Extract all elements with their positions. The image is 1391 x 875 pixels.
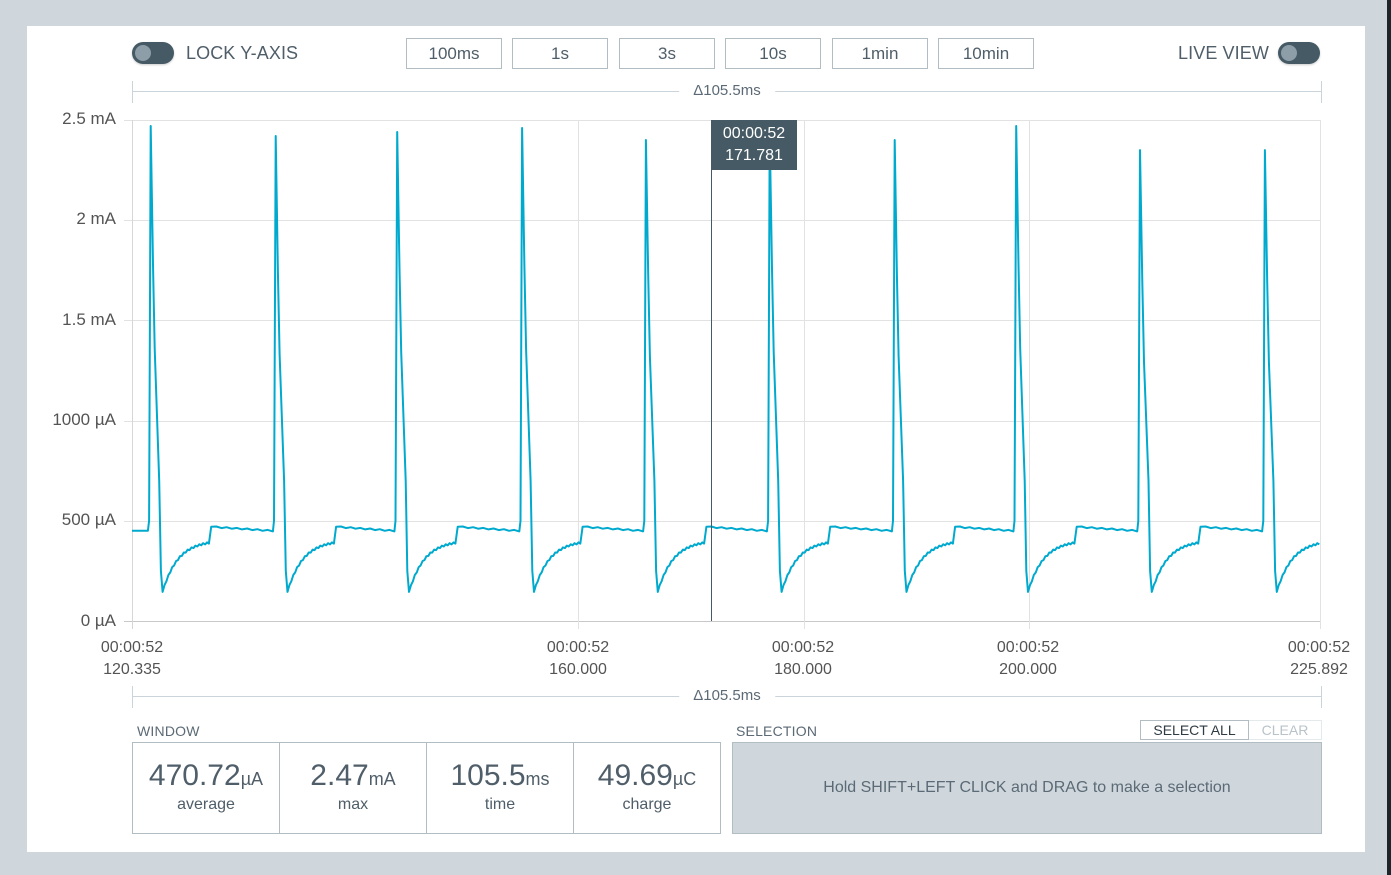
stat-time: 105.5ms time bbox=[426, 742, 574, 834]
stat-average: 470.72µA average bbox=[132, 742, 280, 834]
x-tick-label: 00:00:52 120.335 bbox=[100, 639, 164, 678]
y-tick-label: 0 µA bbox=[80, 611, 116, 630]
selection-title: SELECTION bbox=[736, 723, 818, 739]
selection-hint: Hold SHIFT+LEFT CLICK and DRAG to make a… bbox=[823, 779, 1231, 796]
lock-y-axis-toggle[interactable] bbox=[132, 42, 174, 64]
live-view-label: LIVE VIEW bbox=[1178, 43, 1269, 63]
select-all-button[interactable]: SELECT ALL bbox=[1140, 720, 1249, 740]
cursor-tooltip: 00:00:52 171.781 bbox=[711, 120, 797, 170]
grid-lines bbox=[124, 120, 1321, 629]
lock-y-axis-label: LOCK Y-AXIS bbox=[186, 43, 299, 63]
range-button-1s[interactable]: 1s bbox=[512, 38, 608, 69]
window-title: WINDOW bbox=[137, 723, 200, 739]
range-button-3s[interactable]: 3s bbox=[619, 38, 715, 69]
y-tick-label: 1000 µA bbox=[52, 410, 116, 429]
clear-selection-button[interactable]: CLEAR bbox=[1249, 720, 1322, 740]
range-button-10s[interactable]: 10s bbox=[725, 38, 821, 69]
time-span-bottom: Δ105.5ms bbox=[132, 686, 1322, 708]
current-plot[interactable] bbox=[27, 26, 1365, 666]
live-view-toggle[interactable] bbox=[1278, 42, 1320, 64]
x-tick-label: 00:00:52 225.892 bbox=[1287, 639, 1351, 678]
cursor-time-line1: 00:00:52 bbox=[722, 125, 786, 142]
range-button-100ms[interactable]: 100ms bbox=[406, 38, 502, 69]
y-tick-label: 500 µA bbox=[61, 510, 116, 529]
cursor-time-line2: 171.781 bbox=[725, 147, 783, 164]
x-tick-label: 00:00:52 200.000 bbox=[996, 639, 1060, 678]
toggle-knob bbox=[135, 45, 151, 61]
time-span-top-label: Δ105.5ms bbox=[679, 82, 775, 99]
time-span-bottom-label: Δ105.5ms bbox=[679, 687, 775, 704]
range-button-10min[interactable]: 10min bbox=[938, 38, 1034, 69]
window-edge bbox=[1387, 0, 1391, 875]
toggle-knob bbox=[1281, 45, 1297, 61]
selection-area[interactable]: Hold SHIFT+LEFT CLICK and DRAG to make a… bbox=[732, 742, 1322, 834]
current-trace bbox=[132, 125, 1320, 593]
y-tick-label: 1.5 mA bbox=[62, 310, 116, 329]
y-tick-label: 2 mA bbox=[76, 209, 116, 228]
y-tick-label: 2.5 mA bbox=[62, 109, 116, 128]
range-button-1min[interactable]: 1min bbox=[832, 38, 928, 69]
x-tick-label: 00:00:52 160.000 bbox=[546, 639, 610, 678]
x-tick-label: 00:00:52 180.000 bbox=[771, 639, 835, 678]
stat-charge: 49.69µC charge bbox=[573, 742, 721, 834]
stat-max: 2.47mA max bbox=[279, 742, 427, 834]
chart-panel: LOCK Y-AXIS 100ms 1s 3s 10s 1min 10min L… bbox=[27, 26, 1365, 852]
time-span-top: Δ105.5ms bbox=[132, 81, 1322, 103]
